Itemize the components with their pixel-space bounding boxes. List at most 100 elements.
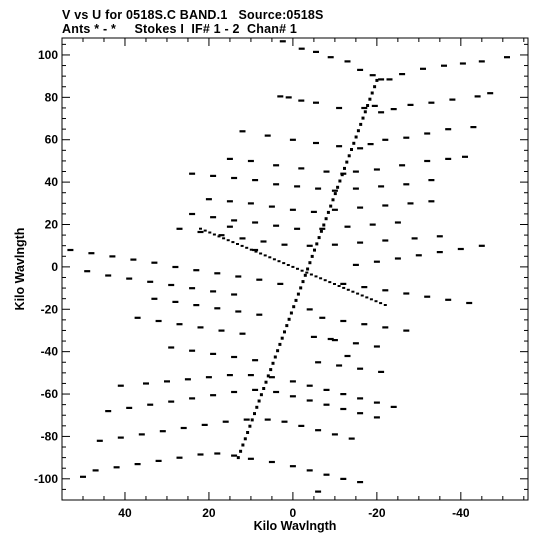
data-point [197,230,204,234]
data-point [424,159,431,163]
data-point [289,380,296,383]
data-point [303,273,307,277]
data-point [352,187,359,190]
tick-labels: 40 20 0 -20 -40 100 80 60 40 20 0 -20 -40 -60 -80 -100 [34,48,470,520]
data-point [226,239,230,242]
data-point [399,73,406,76]
data-point [272,258,276,261]
data-point [294,227,301,230]
data-point [189,172,196,175]
y-tick-label: 100 [38,48,58,62]
data-point [352,170,359,173]
data-point [126,277,133,280]
data-point [459,62,466,65]
data-point [420,67,426,70]
data-point [240,244,244,247]
data-point [299,286,303,290]
data-point [285,324,289,328]
data-point [379,302,383,305]
data-point [323,403,330,406]
data-point [306,469,313,472]
data-point [331,198,335,202]
data-point [262,387,266,390]
data-point [226,157,233,160]
data-point [340,282,347,285]
data-point [208,231,212,234]
data-point [378,185,385,188]
data-point [361,286,368,289]
data-point [155,319,162,323]
data-point [315,361,322,364]
data-point [96,439,103,442]
data-point [298,99,305,102]
data-point [289,208,296,211]
data-point [365,296,369,299]
data-point [280,336,284,340]
data-point [331,243,338,246]
data-point [226,200,233,203]
data-point [294,185,301,188]
data-point [369,223,376,226]
data-point [268,256,272,259]
data-point [310,210,317,213]
data-point [323,170,330,173]
data-point [348,437,355,440]
data-point [286,264,290,266]
data-point [340,407,347,411]
data-point [415,254,422,257]
data-point [164,380,170,383]
data-point [197,326,204,329]
data-point [243,418,250,421]
data-point [259,393,263,397]
data-point [373,345,380,348]
data-point [257,399,261,403]
data-point [399,164,406,167]
data-point [273,390,280,394]
data-point [143,382,149,385]
data-point [168,283,175,287]
data-point [333,283,336,285]
data-point [277,282,284,285]
data-point [189,397,196,400]
data-point [363,110,367,114]
y-tick-label: 60 [45,133,59,147]
data-point [273,164,280,167]
data-point [324,217,328,221]
data-point [67,248,74,252]
data-point [326,210,330,214]
data-point [222,237,226,240]
data-point [383,304,387,306]
data-point [331,339,338,342]
data-point [239,449,243,453]
data-point [147,280,154,283]
data-point [253,412,256,416]
data-point [342,286,346,289]
data-point [176,323,183,326]
data-point [462,155,468,158]
data-point [268,376,275,379]
x-axis-label: Kilo Wavlngth [254,519,337,533]
data-point [336,145,343,148]
data-point [382,239,389,242]
data-point [352,141,356,145]
data-point [357,412,364,415]
data-point [315,490,322,493]
data-point [300,269,304,272]
data-point [382,289,389,292]
data-point [315,187,322,190]
data-point [218,234,225,237]
data-point [134,316,141,319]
data-point [289,395,296,398]
data-point [189,212,196,216]
data-point [359,122,363,126]
data-point [252,359,259,362]
data-point [309,273,313,276]
data-point [466,301,473,305]
data-point [151,297,158,300]
data-point [382,204,389,207]
data-point [319,277,323,280]
data-point [292,305,296,309]
data-point [436,235,443,238]
data-point [357,147,364,150]
data-point [239,237,246,240]
